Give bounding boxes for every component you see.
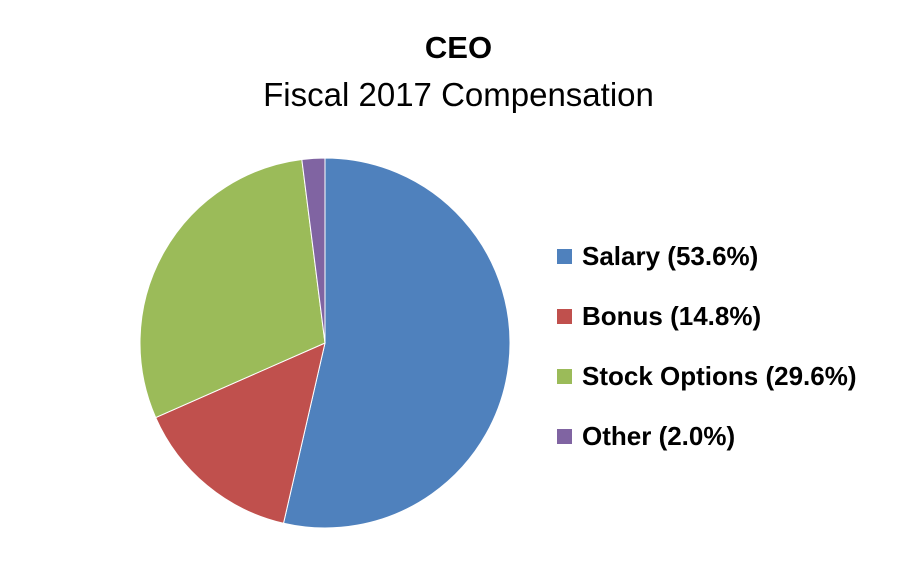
pie-slice-other [301, 157, 326, 344]
pie-slice-bonus [155, 342, 326, 524]
legend-label-other: Other (2.0%) [582, 420, 736, 451]
legend-label-bonus: Bonus (14.8%) [582, 300, 762, 331]
legend: Salary (53.6%) Bonus (14.8%) Stock Optio… [557, 236, 857, 476]
chart-subtitle: Fiscal 2017 Compensation [263, 76, 654, 113]
legend-item-other: Other (2.0%) [557, 416, 857, 456]
legend-swatch-bonus [557, 308, 572, 324]
pie-slices [139, 157, 511, 529]
pie-slice-salary [282, 157, 511, 529]
legend-swatch-other [557, 428, 572, 444]
legend-item-bonus: Bonus (14.8%) [557, 296, 857, 336]
pie-slice-stock-options [139, 158, 326, 419]
legend-swatch-salary [557, 248, 572, 264]
legend-item-stock-options: Stock Options (29.6%) [557, 356, 857, 396]
legend-item-salary: Salary (53.6%) [557, 236, 857, 276]
chart-title: CEO [424, 30, 493, 65]
legend-swatch-stock-options [557, 368, 572, 384]
legend-label-salary: Salary (53.6%) [582, 240, 759, 271]
legend-label-stock-options: Stock Options (29.6%) [582, 360, 857, 391]
